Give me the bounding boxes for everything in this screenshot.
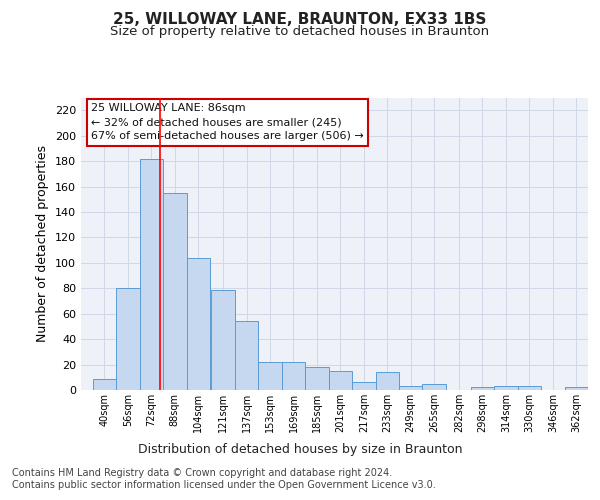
Text: 25 WILLOWAY LANE: 86sqm
← 32% of detached houses are smaller (245)
67% of semi-d: 25 WILLOWAY LANE: 86sqm ← 32% of detache… [91, 104, 364, 142]
Bar [329, 371, 352, 390]
Bar [471, 388, 494, 390]
Bar [305, 367, 329, 390]
Bar [116, 288, 140, 390]
Bar [376, 372, 399, 390]
Bar [282, 362, 305, 390]
Bar [352, 382, 376, 390]
Bar [259, 362, 282, 390]
Text: 25, WILLOWAY LANE, BRAUNTON, EX33 1BS: 25, WILLOWAY LANE, BRAUNTON, EX33 1BS [113, 12, 487, 28]
Bar [140, 158, 163, 390]
Bar [399, 386, 422, 390]
Bar [211, 290, 235, 390]
Y-axis label: Number of detached properties: Number of detached properties [37, 145, 49, 342]
Text: Contains public sector information licensed under the Open Government Licence v3: Contains public sector information licen… [12, 480, 436, 490]
Bar [565, 388, 588, 390]
Bar [235, 322, 259, 390]
Bar [187, 258, 210, 390]
Text: Contains HM Land Registry data © Crown copyright and database right 2024.: Contains HM Land Registry data © Crown c… [12, 468, 392, 477]
Bar [518, 386, 541, 390]
Bar [422, 384, 446, 390]
Bar [163, 193, 187, 390]
Text: Distribution of detached houses by size in Braunton: Distribution of detached houses by size … [138, 442, 462, 456]
Bar [494, 386, 518, 390]
Text: Size of property relative to detached houses in Braunton: Size of property relative to detached ho… [110, 25, 490, 38]
Bar [93, 378, 116, 390]
